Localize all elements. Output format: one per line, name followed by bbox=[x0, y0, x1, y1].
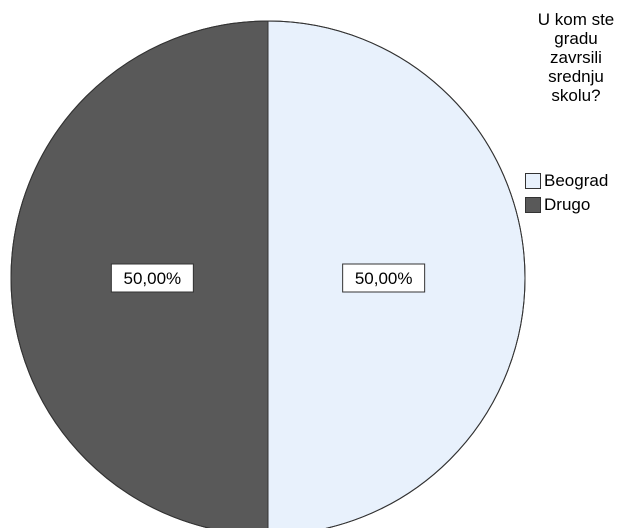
legend-title-line: srednju bbox=[548, 67, 604, 86]
data-label-beograd: 50,00% bbox=[342, 263, 426, 293]
pie-outline bbox=[10, 20, 526, 528]
legend-item-drugo: Drugo bbox=[525, 194, 590, 216]
pie-slices bbox=[10, 20, 526, 528]
data-label-box bbox=[342, 263, 426, 293]
legend-title-line: zavrsili bbox=[550, 48, 602, 67]
legend-swatch-beograd bbox=[525, 173, 541, 189]
legend-swatch-drugo bbox=[525, 197, 541, 213]
legend-item-beograd: Beograd bbox=[525, 170, 608, 192]
data-label-box bbox=[110, 263, 194, 293]
legend-title-line: skolu? bbox=[551, 86, 601, 105]
legend-title: U kom ste gradu zavrsili srednju skolu? bbox=[514, 10, 638, 105]
data-labels: 50,00% 50,00% bbox=[110, 263, 426, 293]
legend-title-line: U kom ste bbox=[537, 10, 615, 29]
legend-title-line: gradu bbox=[554, 29, 598, 48]
data-label-drugo: 50,00% bbox=[110, 263, 194, 293]
legend-label-drugo: Drugo bbox=[544, 195, 591, 214]
data-label-text: 50,00% bbox=[355, 269, 413, 288]
data-label-text: 50,00% bbox=[124, 269, 182, 288]
legend-label-beograd: Beograd bbox=[544, 171, 609, 190]
